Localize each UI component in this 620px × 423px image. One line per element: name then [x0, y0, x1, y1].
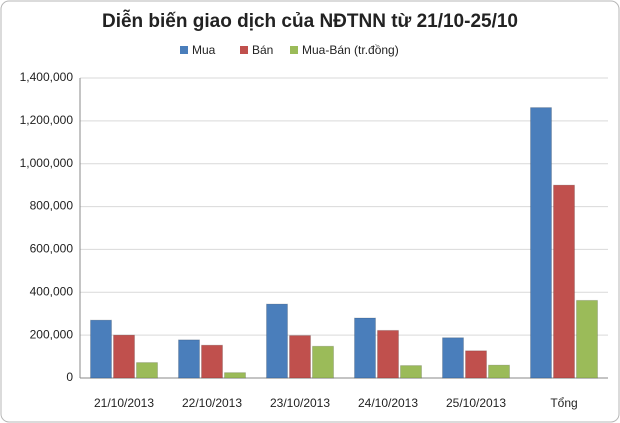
bar	[400, 365, 422, 379]
x-tick-label: Tổng	[550, 396, 577, 410]
bar	[90, 319, 112, 379]
x-tick-label: 24/10/2013	[358, 396, 418, 410]
x-tick-label: 22/10/2013	[182, 396, 242, 410]
legend-swatch	[290, 46, 298, 54]
bar	[266, 303, 288, 379]
bar	[113, 334, 135, 379]
chart-title: Diễn biến giao dịch của NĐTNN từ 21/10-2…	[102, 10, 518, 32]
legend-label: Mua-Bán (tr.đồng)	[302, 43, 399, 57]
bar	[224, 372, 246, 379]
y-tick-label: 600,000	[30, 242, 74, 256]
bar	[354, 317, 376, 379]
bar	[178, 339, 200, 379]
y-tick-label: 1,400,000	[20, 70, 74, 84]
bar	[442, 337, 464, 379]
legend-swatch	[240, 46, 248, 54]
x-tick-label: 21/10/2013	[94, 396, 154, 410]
y-tick-label: 1,000,000	[20, 156, 74, 170]
legend-swatch	[180, 46, 188, 54]
x-tick-label: 23/10/2013	[270, 396, 330, 410]
bar	[553, 184, 575, 379]
y-tick-label: 200,000	[30, 327, 74, 341]
x-tick-label: 25/10/2013	[446, 396, 506, 410]
legend-label: Bán	[252, 43, 273, 57]
bar	[530, 107, 552, 379]
y-tick-label: 400,000	[30, 284, 74, 298]
bar	[312, 345, 334, 379]
bar	[136, 362, 158, 379]
bar	[201, 344, 223, 379]
bar	[377, 329, 399, 379]
y-tick-label: 0	[66, 370, 73, 384]
y-tick-label: 1,200,000	[20, 113, 74, 127]
bar	[488, 364, 510, 379]
y-tick-label: 800,000	[30, 199, 74, 213]
bar	[576, 299, 598, 379]
bar	[465, 350, 487, 379]
bar	[289, 335, 311, 379]
legend-label: Mua	[192, 43, 216, 57]
